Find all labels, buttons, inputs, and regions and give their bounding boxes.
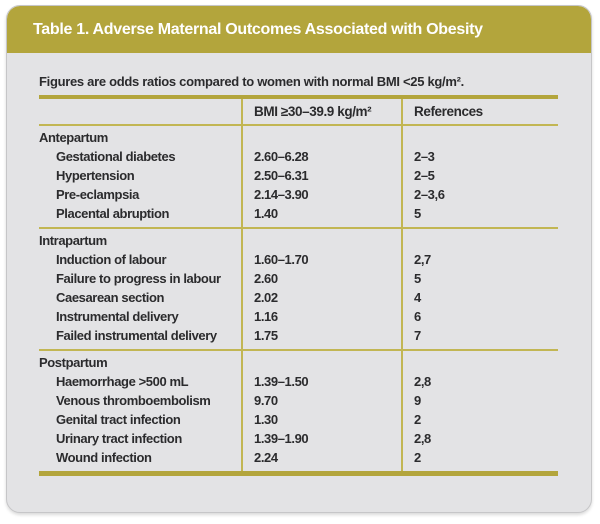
section-intrapartum: Intrapartum Induction of labour 1.60–1.7… bbox=[39, 229, 558, 349]
row-refs: 2,7 bbox=[414, 252, 431, 267]
row-odds: 2.60 bbox=[254, 271, 278, 286]
row-refs: 5 bbox=[414, 206, 421, 221]
row-refs: 9 bbox=[414, 393, 421, 408]
row-outcome: Instrumental delivery bbox=[56, 309, 179, 324]
row-refs: 2 bbox=[414, 450, 421, 465]
row-refs: 2–3,6 bbox=[414, 187, 445, 202]
table-bottom-rule bbox=[39, 471, 558, 476]
table-row: Genital tract infection 1.30 2 bbox=[39, 410, 558, 429]
column-divider-2 bbox=[401, 99, 403, 471]
row-odds: 1.40 bbox=[254, 206, 278, 221]
row-outcome: Venous thromboembolism bbox=[56, 393, 211, 408]
table-title: Table 1. Adverse Maternal Outcomes Assoc… bbox=[33, 20, 483, 38]
row-odds: 2.60–6.28 bbox=[254, 149, 309, 164]
header-divider-rule bbox=[39, 124, 558, 126]
row-outcome: Urinary tract infection bbox=[56, 431, 182, 446]
header-references: References bbox=[414, 104, 483, 119]
section-name: Postpartum bbox=[39, 355, 108, 370]
table-row: Failure to progress in labour 2.60 5 bbox=[39, 269, 558, 288]
row-refs: 5 bbox=[414, 271, 421, 286]
table-row: Wound infection 2.24 2 bbox=[39, 448, 558, 467]
table-row: Failed instrumental delivery 1.75 7 bbox=[39, 326, 558, 345]
row-odds: 2.24 bbox=[254, 450, 278, 465]
table-header-row: BMI ≥30–39.9 kg/m² References bbox=[39, 99, 558, 124]
table-card-body: Figures are odds ratios compared to wome… bbox=[7, 74, 591, 476]
table-top-rule bbox=[39, 95, 558, 99]
table-note: Figures are odds ratios compared to wome… bbox=[39, 74, 464, 89]
row-odds: 9.70 bbox=[254, 393, 278, 408]
row-refs: 2,8 bbox=[414, 431, 431, 446]
row-outcome: Pre-eclampsia bbox=[56, 187, 139, 202]
row-outcome: Genital tract infection bbox=[56, 412, 181, 427]
row-outcome: Gestational diabetes bbox=[56, 149, 176, 164]
row-outcome: Failed instrumental delivery bbox=[56, 328, 217, 343]
table-row: Haemorrhage >500 mL 1.39–1.50 2,8 bbox=[39, 372, 558, 391]
row-odds: 1.16 bbox=[254, 309, 278, 324]
section-divider-rule bbox=[39, 227, 558, 229]
row-refs: 6 bbox=[414, 309, 421, 324]
row-odds: 2.02 bbox=[254, 290, 278, 305]
row-outcome: Hypertension bbox=[56, 168, 135, 183]
section-name: Intrapartum bbox=[39, 233, 107, 248]
section-postpartum: Postpartum Haemorrhage >500 mL 1.39–1.50… bbox=[39, 351, 558, 471]
table-row: Hypertension 2.50–6.31 2–5 bbox=[39, 166, 558, 185]
table-row: Gestational diabetes 2.60–6.28 2–3 bbox=[39, 147, 558, 166]
section-divider-rule bbox=[39, 349, 558, 351]
table-row: Pre-eclampsia 2.14–3.90 2–3,6 bbox=[39, 185, 558, 204]
row-outcome: Haemorrhage >500 mL bbox=[56, 374, 189, 389]
row-refs: 2,8 bbox=[414, 374, 431, 389]
header-bmi: BMI ≥30–39.9 kg/m² bbox=[254, 104, 372, 119]
row-outcome: Induction of labour bbox=[56, 252, 167, 267]
table-title-bar: Table 1. Adverse Maternal Outcomes Assoc… bbox=[7, 6, 591, 53]
row-outcome: Placental abruption bbox=[56, 206, 170, 221]
row-odds: 2.14–3.90 bbox=[254, 187, 309, 202]
row-refs: 4 bbox=[414, 290, 421, 305]
table-card: Table 1. Adverse Maternal Outcomes Assoc… bbox=[6, 5, 592, 513]
section-name: Antepartum bbox=[39, 130, 108, 145]
row-odds: 1.60–1.70 bbox=[254, 252, 309, 267]
row-refs: 2–3 bbox=[414, 149, 435, 164]
outcomes-table: BMI ≥30–39.9 kg/m² References Antepartum… bbox=[39, 95, 558, 476]
table-row: Induction of labour 1.60–1.70 2,7 bbox=[39, 250, 558, 269]
row-odds: 1.30 bbox=[254, 412, 278, 427]
table-row: Caesarean section 2.02 4 bbox=[39, 288, 558, 307]
table-row: Venous thromboembolism 9.70 9 bbox=[39, 391, 558, 410]
table-row: Instrumental delivery 1.16 6 bbox=[39, 307, 558, 326]
table-row: Urinary tract infection 1.39–1.90 2,8 bbox=[39, 429, 558, 448]
row-odds: 2.50–6.31 bbox=[254, 168, 309, 183]
row-outcome: Caesarean section bbox=[56, 290, 165, 305]
row-odds: 1.39–1.90 bbox=[254, 431, 309, 446]
row-odds: 1.75 bbox=[254, 328, 278, 343]
row-refs: 2–5 bbox=[414, 168, 435, 183]
row-outcome: Failure to progress in labour bbox=[56, 271, 221, 286]
row-odds: 1.39–1.50 bbox=[254, 374, 309, 389]
row-refs: 7 bbox=[414, 328, 421, 343]
section-antepartum: Antepartum Gestational diabetes 2.60–6.2… bbox=[39, 126, 558, 227]
table-row: Placental abruption 1.40 5 bbox=[39, 204, 558, 223]
row-outcome: Wound infection bbox=[56, 450, 152, 465]
column-divider-1 bbox=[241, 99, 243, 471]
row-refs: 2 bbox=[414, 412, 421, 427]
